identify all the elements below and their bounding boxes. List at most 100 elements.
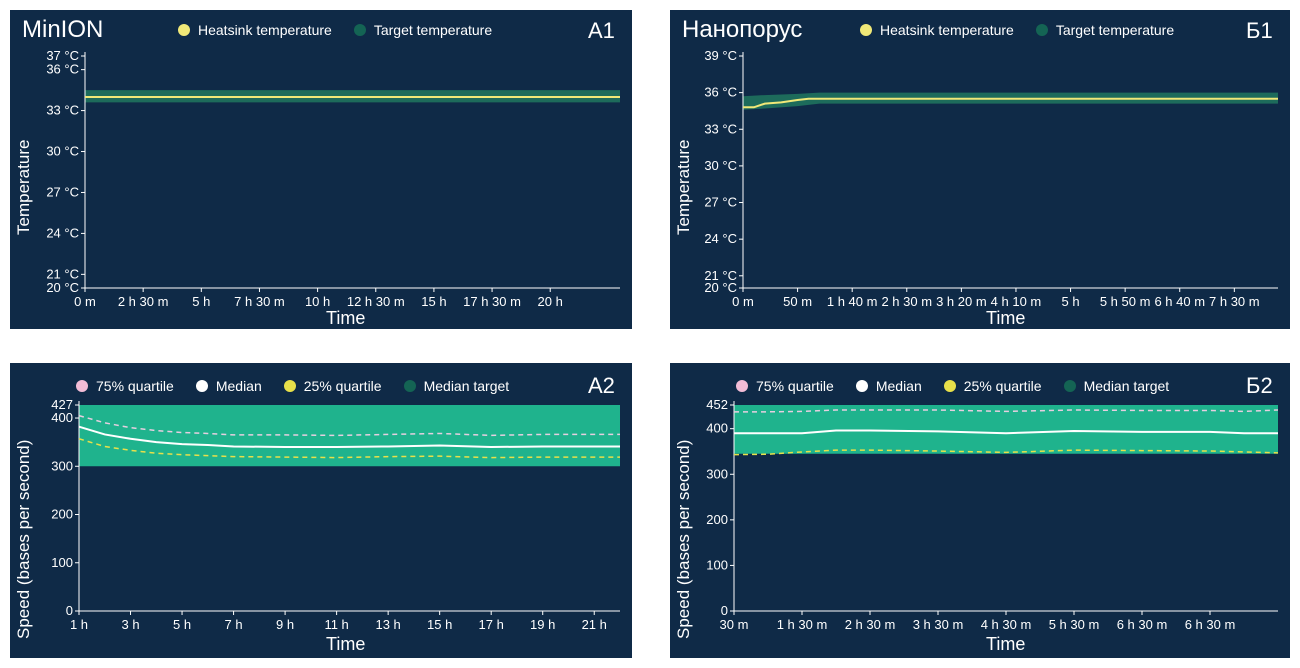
legend-dot-median-icon: [195, 380, 208, 392]
x-axis-label: Time: [986, 308, 1026, 328]
x-tick-label: 50 m: [783, 294, 812, 309]
y-tick-label: 30 °C: [704, 158, 737, 173]
y-axis-label: Temperature: [674, 139, 693, 235]
x-tick-label: 5 h 50 m: [1100, 294, 1151, 309]
x-tick-label: 15 h: [427, 617, 452, 632]
legend-dot-heatsink-icon: [860, 24, 872, 36]
legend-item-target: Target temperature: [1035, 22, 1175, 38]
y-tick-label: 27 °C: [704, 195, 737, 210]
legend-item-heatsink: Heatsink temperature: [178, 22, 332, 38]
panel-label: Б1: [1246, 18, 1273, 43]
legend-label: Target temperature: [373, 22, 493, 38]
y-tick-label: 33 °C: [704, 121, 737, 136]
legend-dot-q25-icon: [283, 380, 296, 392]
x-tick-label: 11 h: [324, 617, 348, 632]
y-tick-label: 39 °C: [704, 48, 737, 63]
x-tick-label: 1 h 40 m: [827, 294, 878, 309]
x-tick-label: 3 h 20 m: [936, 294, 987, 309]
panel-b1-temperature-chart: 20 °C 21 °C 24 °C 27 °C 30 °C 33 °C 36 °C 39 °C…: [670, 10, 1290, 329]
y-tick-label: 33 °C: [46, 103, 79, 118]
y-tick-label: 200: [706, 512, 728, 527]
series-line-median: [78, 425, 620, 448]
legend-item-median-target: Median target: [1063, 378, 1169, 394]
y-tick-label: 300: [706, 466, 728, 481]
panel-a1-temperature-chart: 20 °C 21 °C 24 °C 27 °C 30 °C 33 °C 36 °C 37 °C…: [10, 10, 632, 329]
series-line-75-quartile: [734, 409, 1279, 413]
y-tick-label: 100: [706, 557, 728, 572]
x-axis-label: Time: [326, 308, 366, 328]
x-tick-label: 0 m: [74, 294, 96, 309]
y-tick-label: 400: [51, 410, 73, 425]
y-tick-label: 27 °C: [46, 184, 79, 199]
y-tick-label: 20 °C: [704, 280, 737, 295]
x-tick-label: 7 h: [225, 617, 243, 632]
y-tick-label: 200: [51, 507, 73, 522]
legend-label: Target temperature: [1055, 22, 1175, 38]
y-tick-label: 20 °C: [46, 280, 79, 295]
panel-b2-speed-chart: 0 100 200 300 400 452 30 m 1 h 30 m 2 h 30 m 3 h …: [670, 363, 1290, 658]
y-tick-label: 21 °C: [46, 266, 79, 281]
x-tick-label: 21 h: [582, 617, 607, 632]
x-tick-label: 1 h 30 m: [777, 617, 828, 632]
y-axis-label: Temperature: [14, 139, 33, 235]
x-tick-label: 4 h 10 m: [991, 294, 1042, 309]
y-tick-label: 21 °C: [704, 268, 737, 283]
y-axis-label: Speed (bases per second): [674, 439, 693, 639]
y-tick-label: 400: [706, 421, 728, 436]
x-tick-label: 3 h: [121, 617, 139, 632]
panel-a2-speed-chart: 0 100 200 300 400 427 1 h 3 h 5 h 7 h 9 h 11 h 13 h 1…: [10, 363, 632, 658]
legend-label: 25% quartile: [303, 378, 382, 394]
x-tick-label: 17 h 30 m: [463, 294, 521, 309]
x-tick-label: 7 h 30 m: [234, 294, 285, 309]
y-tick-label: 24 °C: [704, 231, 737, 246]
series-line-75-quartile: [78, 414, 620, 437]
y-tick-label: 300: [51, 458, 73, 473]
x-tick-label: 5 h: [192, 294, 210, 309]
x-tick-label: 7 h 30 m: [1209, 294, 1260, 309]
legend-label: Median target: [423, 378, 510, 394]
legend-label: Heatsink temperature: [198, 22, 332, 38]
x-tick-label: 5 h: [1062, 294, 1080, 309]
x-tick-label: 3 h 30 m: [913, 617, 964, 632]
x-tick-label: 9 h: [276, 617, 294, 632]
legend-item-q75: 75% quartile: [736, 378, 834, 394]
target-band: [743, 92, 1278, 110]
x-tick-label: 5 h 30 m: [1049, 617, 1100, 632]
x-tick-label: 2 h 30 m: [118, 294, 169, 309]
legend-dot-median-icon: [855, 380, 868, 392]
y-tick-label: 37 °C: [46, 48, 79, 63]
x-tick-label: 6 h 30 m: [1117, 617, 1168, 632]
y-tick-label: 100: [51, 555, 73, 570]
target-band: [734, 405, 1278, 454]
legend-item-median: Median: [195, 378, 262, 394]
y-axis-label: Speed (bases per second): [14, 439, 33, 639]
chart-title: MinION: [22, 16, 104, 43]
y-tick-label: 24 °C: [46, 225, 79, 240]
legend-dot-median-target-icon: [403, 380, 416, 392]
legend-dot-q75-icon: [76, 380, 88, 392]
chart-a1-svg: 20 °C21 °C 24 °C 27 °C 30 °C 33 °C 36 °C37 °C…: [46, 48, 620, 309]
legend-item-median-target: Median target: [403, 378, 510, 394]
legend-item-heatsink: Heatsink temperature: [860, 22, 1014, 38]
legend-item-q25: 25% quartile: [283, 378, 382, 394]
y-tick-label: 452: [706, 397, 728, 412]
panel-label: A2: [588, 373, 615, 398]
x-tick-label: 10 h: [305, 294, 330, 309]
legend-dot-target-icon: [1035, 24, 1048, 36]
legend-label: 75% quartile: [756, 378, 834, 394]
y-tick-label: 30 °C: [46, 144, 79, 159]
legend-label: Heatsink temperature: [880, 22, 1014, 38]
y-tick-label: 36 °C: [704, 85, 737, 100]
legend-item-q25: 25% quartile: [943, 378, 1042, 394]
legend-dot-target-icon: [353, 24, 366, 36]
y-tick-label: 0: [721, 603, 728, 618]
series-line-median: [734, 429, 1278, 435]
legend-label: 75% quartile: [96, 378, 174, 394]
x-tick-label: 20 h: [538, 294, 563, 309]
legend-dot-q25-icon: [943, 380, 956, 392]
x-axis-label: Time: [986, 634, 1026, 654]
series-line-25-quartile: [733, 449, 1279, 456]
x-tick-label: 2 h 30 m: [881, 294, 932, 309]
x-tick-label: 13 h: [375, 617, 400, 632]
